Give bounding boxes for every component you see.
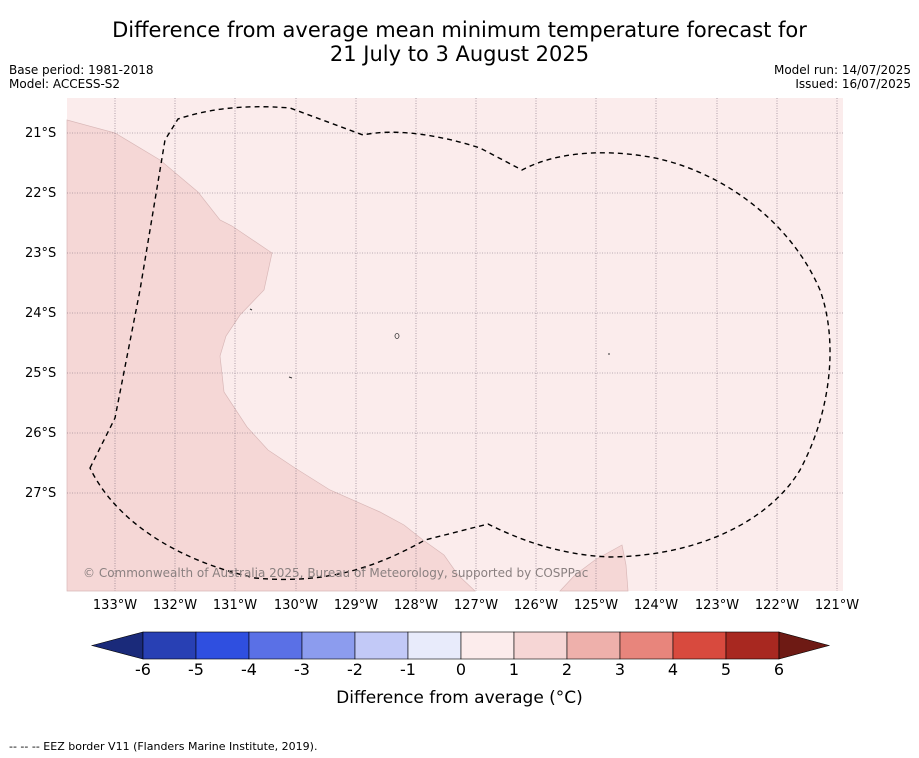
lat-label: 21°S (25, 126, 57, 141)
colorbar-tick-label: 2 (561, 660, 573, 679)
anomaly-region-1-2 (66, 119, 476, 592)
base-period: Base period: 1981-2018 (9, 63, 154, 77)
lon-label: 121°W (814, 598, 860, 613)
colorbar-segment (142, 631, 197, 660)
lat-label: 24°S (25, 306, 57, 321)
lat-label: 25°S (25, 366, 57, 381)
colorbar-segment (566, 631, 621, 660)
colorbar-tick-label: 0 (455, 660, 467, 679)
colorbar-segment (725, 631, 780, 660)
colorbar-tick-label: 3 (614, 660, 626, 679)
lon-label: 127°W (453, 598, 499, 613)
colorbar-tick-label: -3 (294, 660, 310, 679)
colorbar-extend-low (90, 631, 144, 660)
lon-label: 128°W (393, 598, 439, 613)
lon-label: 133°W (92, 598, 138, 613)
lat-label: 27°S (25, 486, 57, 501)
colorbar-tick-label: 6 (773, 660, 785, 679)
footnote: -- -- -- EEZ border V11 (Flanders Marine… (9, 740, 318, 753)
colorbar-segment (513, 631, 568, 660)
title-line-2: 21 July to 3 August 2025 (329, 42, 590, 66)
chart-title: Difference from average mean minimum tem… (0, 18, 919, 66)
lon-label: 126°W (513, 598, 559, 613)
lon-label: 122°W (754, 598, 800, 613)
lat-label: 22°S (25, 186, 57, 201)
colorbar-segment (407, 631, 462, 660)
lon-label: 123°W (694, 598, 740, 613)
colorbar-tick-label: -4 (241, 660, 257, 679)
lon-label: 130°W (273, 598, 319, 613)
lat-label: 23°S (25, 246, 57, 261)
colorbar-tick-label: 1 (508, 660, 520, 679)
colorbar-tick-label: 4 (667, 660, 679, 679)
title-line-1: Difference from average mean minimum tem… (112, 18, 807, 42)
colorbar-segment (619, 631, 674, 660)
island-marker-3 (249, 308, 253, 311)
meta-left: Base period: 1981-2018 Model: ACCESS-S2 (9, 63, 154, 91)
lon-label: 132°W (152, 598, 198, 613)
island-marker-4 (288, 376, 293, 379)
island-marker (394, 333, 400, 339)
lat-label: 26°S (25, 426, 57, 441)
issued-date: Issued: 16/07/2025 (795, 77, 911, 91)
lon-label: 131°W (212, 598, 258, 613)
colorbar-segment (248, 631, 303, 660)
copyright-text: © Commonwealth of Australia 2025, Bureau… (83, 566, 588, 580)
colorbar-tick-label: -2 (347, 660, 363, 679)
colorbar-tick-label: -1 (400, 660, 416, 679)
colorbar-segment (195, 631, 250, 660)
lon-label: 125°W (573, 598, 619, 613)
colorbar-segment (460, 631, 515, 660)
colorbar (90, 631, 831, 660)
colorbar-segment (354, 631, 409, 660)
gridlines (67, 98, 843, 591)
colorbar-tick-label: -5 (188, 660, 204, 679)
colorbar-extend-high (778, 631, 831, 660)
colorbar-segment (672, 631, 727, 660)
colorbar-label: Difference from average (°C) (336, 688, 583, 708)
lon-label: 124°W (633, 598, 679, 613)
meta-right: Model run: 14/07/2025 Issued: 16/07/2025 (774, 63, 911, 91)
model-name: Model: ACCESS-S2 (9, 77, 121, 91)
colorbar-tick-label: 5 (720, 660, 732, 679)
colorbar-tick-label: -6 (135, 660, 151, 679)
colorbar-segment (301, 631, 356, 660)
model-run: Model run: 14/07/2025 (773, 63, 911, 77)
lon-label: 129°W (333, 598, 379, 613)
